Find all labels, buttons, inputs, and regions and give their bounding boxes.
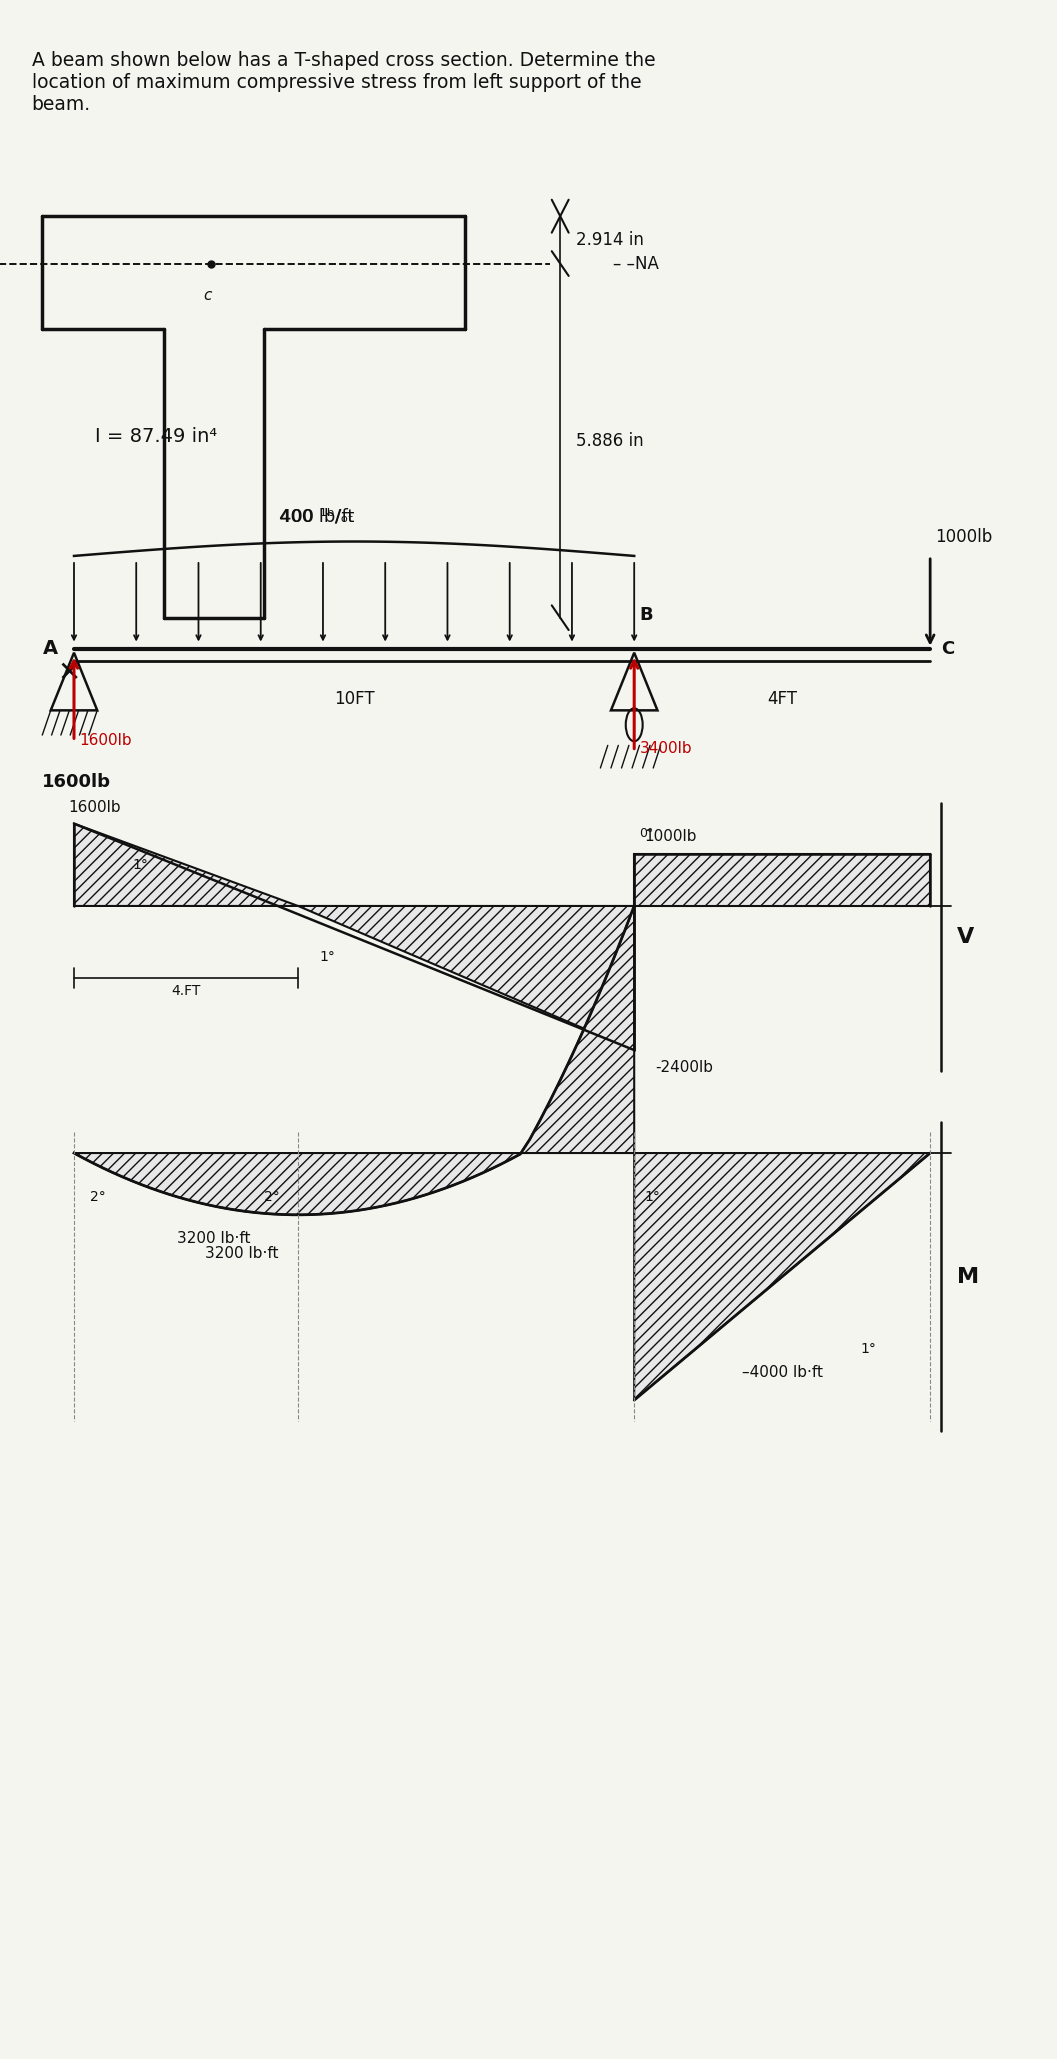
Text: 0°: 0° [639,828,654,840]
Text: – –NA: – –NA [613,255,659,272]
Polygon shape [634,1153,930,1400]
Text: 2°: 2° [90,1190,106,1205]
Text: 1600lb: 1600lb [69,801,122,815]
Text: I = 87.49 in⁴: I = 87.49 in⁴ [95,426,218,447]
Text: 3200 lb·ft: 3200 lb·ft [205,1246,279,1260]
Polygon shape [298,906,634,1050]
Polygon shape [74,824,298,906]
Text: 4FT: 4FT [767,690,797,708]
Text: A beam shown below has a T-shaped cross section. Determine the
location of maxim: A beam shown below has a T-shaped cross … [32,51,655,115]
Text: 3200 lb·ft: 3200 lb·ft [178,1231,251,1246]
Text: 2°: 2° [264,1190,280,1205]
Text: M: M [957,1266,979,1287]
Text: 1600lb: 1600lb [79,733,132,747]
Text: 1000lb: 1000lb [935,527,993,546]
Text: 1600lb: 1600lb [42,774,111,791]
Polygon shape [634,854,930,906]
Text: 1°: 1° [645,1190,661,1205]
Text: 1°: 1° [132,859,148,871]
Text: A: A [43,638,58,659]
Text: 1000lb: 1000lb [645,830,698,844]
Text: -2400lb: -2400lb [655,1060,713,1075]
Text: 10FT: 10FT [334,690,374,708]
Text: 400 lb/ft: 400 lb/ft [279,507,355,525]
Text: B: B [639,605,653,624]
Text: 3400lb: 3400lb [639,741,692,756]
Text: C: C [941,640,954,657]
Text: 4.FT: 4.FT [171,984,201,999]
Text: 5.886 in: 5.886 in [576,432,644,449]
Text: 400 ¹ᵇ/ₒₜ: 400 ¹ᵇ/ₒₜ [280,507,354,525]
Text: V: V [957,927,973,947]
Polygon shape [74,906,634,1215]
Text: ✕: ✕ [57,659,80,688]
Text: 2.914 in: 2.914 in [576,231,644,249]
Text: c: c [203,288,211,303]
Text: 1°: 1° [860,1342,876,1355]
Text: –4000 lb·ft: –4000 lb·ft [742,1365,822,1380]
Text: 1°: 1° [319,951,335,964]
